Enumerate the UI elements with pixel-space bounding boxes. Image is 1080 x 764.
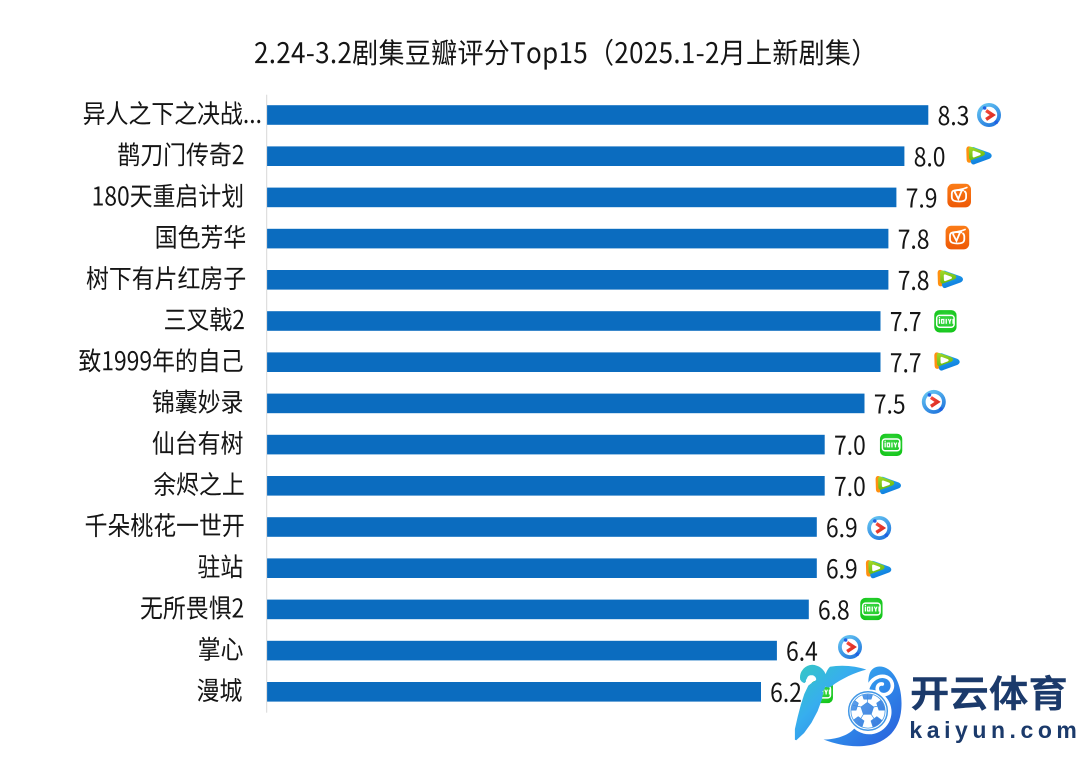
svg-text:kaiyun.com: kaiyun.com [909,717,1080,743]
